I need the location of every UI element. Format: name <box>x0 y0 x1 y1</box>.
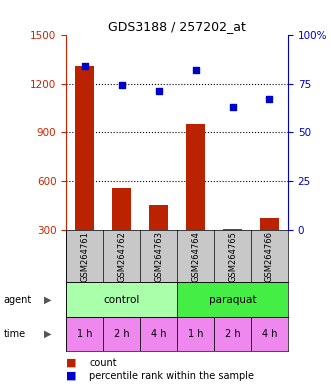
Bar <box>223 229 242 279</box>
Text: GSM264762: GSM264762 <box>117 231 126 282</box>
Text: 4 h: 4 h <box>151 329 166 339</box>
Bar <box>260 218 279 279</box>
Bar <box>66 282 177 317</box>
Text: 2 h: 2 h <box>114 329 129 339</box>
Text: paraquat: paraquat <box>209 295 256 305</box>
Text: control: control <box>104 295 140 305</box>
Text: 2 h: 2 h <box>225 329 240 339</box>
Point <box>230 104 235 110</box>
Point <box>156 88 161 94</box>
Title: GDS3188 / 257202_at: GDS3188 / 257202_at <box>108 20 246 33</box>
Text: time: time <box>3 329 25 339</box>
Point <box>119 83 124 89</box>
Text: GSM264763: GSM264763 <box>154 231 163 282</box>
Text: ■: ■ <box>66 358 77 368</box>
Text: GSM264766: GSM264766 <box>265 231 274 282</box>
Text: 1 h: 1 h <box>188 329 203 339</box>
Text: GSM264765: GSM264765 <box>228 231 237 282</box>
Bar <box>214 317 251 351</box>
Text: ▶: ▶ <box>44 329 52 339</box>
Text: agent: agent <box>3 295 31 305</box>
Bar <box>177 317 214 351</box>
Text: 1 h: 1 h <box>77 329 92 339</box>
Bar <box>186 124 205 279</box>
Text: ▶: ▶ <box>44 295 52 305</box>
Bar <box>66 317 103 351</box>
Text: 4 h: 4 h <box>262 329 277 339</box>
Text: ■: ■ <box>66 371 77 381</box>
Bar <box>140 317 177 351</box>
Text: GSM264764: GSM264764 <box>191 231 200 282</box>
Text: percentile rank within the sample: percentile rank within the sample <box>89 371 254 381</box>
Bar <box>177 282 288 317</box>
Point <box>267 96 272 102</box>
Bar <box>251 317 288 351</box>
Text: count: count <box>89 358 117 368</box>
Point <box>82 63 87 69</box>
Bar <box>75 66 94 279</box>
Bar <box>113 188 131 279</box>
Point <box>193 67 198 73</box>
Bar <box>149 205 168 279</box>
Bar <box>103 317 140 351</box>
Text: GSM264761: GSM264761 <box>80 231 89 282</box>
